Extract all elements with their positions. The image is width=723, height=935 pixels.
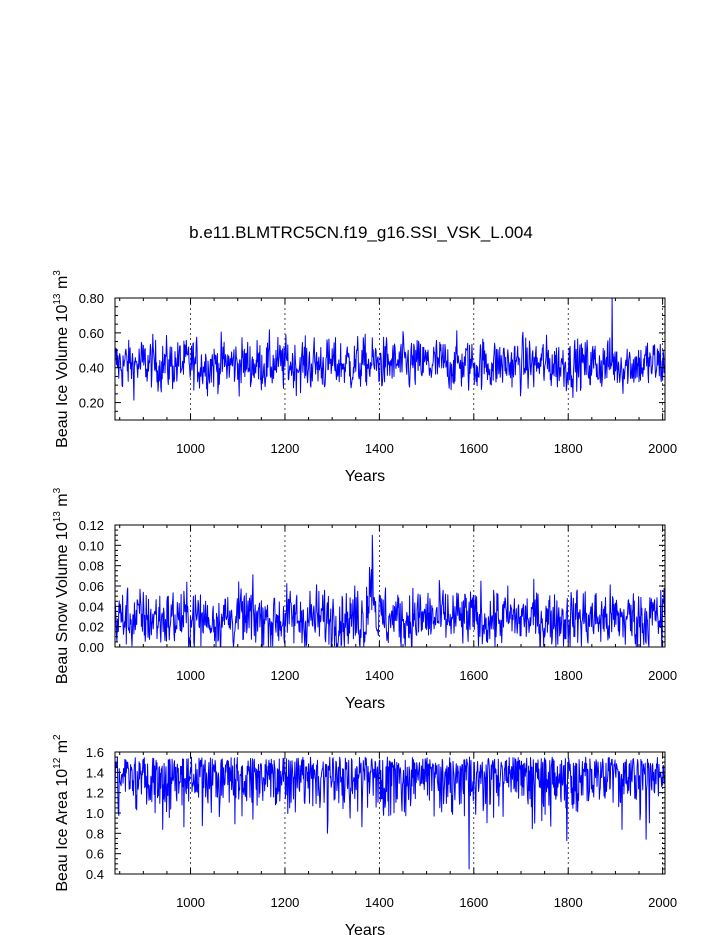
y-tick-label: 0.08 — [79, 559, 104, 574]
y-axis-title: Beau Ice Volume 1013 m3 — [52, 270, 71, 448]
x-tick-label: 1400 — [365, 895, 394, 910]
x-tick-label: 1800 — [554, 441, 583, 456]
y-tick-label: 1.6 — [86, 745, 104, 760]
x-tick-label: 1400 — [365, 441, 394, 456]
x-tick-label: 1800 — [554, 895, 583, 910]
x-tick-label: 1200 — [270, 668, 299, 683]
y-tick-label: 0.6 — [86, 847, 104, 862]
y-tick-label: 0.04 — [79, 599, 104, 614]
y-tick-label: 0.00 — [79, 640, 104, 655]
x-axis-title: Years — [345, 468, 385, 485]
x-axis-title: Years — [345, 695, 385, 712]
snow-volume-panel: 1000 1200 1400 1600 1800 2000 0.00 0.02 0.04 0.06… — [52, 487, 677, 712]
y-tick-label: 1.4 — [86, 765, 104, 780]
y-tick-label: 0.80 — [79, 291, 104, 306]
y-axis-title: Beau Snow Volume 1013 m3 — [52, 487, 71, 684]
series-line — [115, 534, 665, 647]
ice-area-panel: 1000 1200 1400 1600 1800 2000 0.4 0.6 0.8 1.0 1.2 1… — [52, 734, 677, 935]
y-tick-label: 0.8 — [86, 826, 104, 841]
x-tick-label: 2000 — [648, 668, 677, 683]
y-tick-label: 1.2 — [86, 786, 104, 801]
y-tick-label: 0.40 — [79, 361, 104, 376]
x-tick-label: 1000 — [176, 441, 205, 456]
x-tick-label: 1000 — [176, 895, 205, 910]
x-tick-label: 2000 — [648, 895, 677, 910]
y-axis-title: Beau Ice Area 1012 m2 — [52, 734, 71, 892]
x-tick-label: 1800 — [554, 668, 583, 683]
x-axis-title: Years — [345, 922, 385, 935]
y-tick-label: 1.0 — [86, 806, 104, 821]
y-tick-label: 0.10 — [79, 538, 104, 553]
x-tick-label: 1600 — [459, 895, 488, 910]
plot-frame — [114, 524, 666, 648]
x-tick-label: 1200 — [270, 441, 299, 456]
y-tick-label: 0.02 — [79, 620, 104, 635]
ice-volume-panel: 1000 1200 1400 1600 1800 2000 0.20 0.40 0.60 0.80… — [52, 270, 677, 485]
x-tick-label: 1200 — [270, 895, 299, 910]
series-line — [115, 298, 665, 401]
y-tick-label: 0.60 — [79, 326, 104, 341]
series-line — [115, 756, 665, 870]
y-tick-label: 0.06 — [79, 579, 104, 594]
y-tick-label: 0.20 — [79, 396, 104, 411]
x-tick-label: 1600 — [459, 668, 488, 683]
x-tick-label: 2000 — [648, 441, 677, 456]
y-tick-label: 0.12 — [79, 518, 104, 533]
x-tick-label: 1000 — [176, 668, 205, 683]
chart-title: b.e11.BLMTRC5CN.f19_g16.SSI_VSK_L.004 — [189, 223, 533, 242]
x-tick-label: 1600 — [459, 441, 488, 456]
x-tick-label: 1400 — [365, 668, 394, 683]
y-tick-label: 0.4 — [86, 867, 104, 882]
